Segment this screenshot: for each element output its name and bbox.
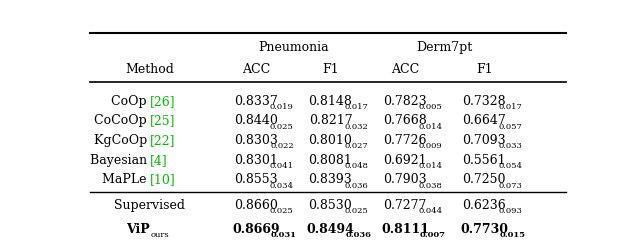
- Text: 0.8010: 0.8010: [308, 134, 353, 147]
- Text: 0.031: 0.031: [271, 231, 297, 239]
- Text: 0.014: 0.014: [419, 123, 443, 131]
- Text: 0.7093: 0.7093: [463, 134, 506, 147]
- Text: [25]: [25]: [150, 114, 175, 127]
- Text: 0.7668: 0.7668: [383, 114, 427, 127]
- Text: 0.057: 0.057: [498, 123, 522, 131]
- Text: Method: Method: [125, 63, 174, 76]
- Text: 0.038: 0.038: [419, 182, 443, 190]
- Text: 0.025: 0.025: [344, 207, 368, 215]
- Text: 0.025: 0.025: [270, 207, 294, 215]
- Text: 0.044: 0.044: [419, 207, 443, 215]
- Text: 0.034: 0.034: [270, 182, 294, 190]
- Text: 0.7726: 0.7726: [383, 134, 427, 147]
- Text: 0.007: 0.007: [420, 231, 446, 239]
- Text: ours: ours: [151, 231, 170, 239]
- Text: 0.8148: 0.8148: [308, 95, 353, 108]
- Text: 0.8530: 0.8530: [308, 199, 353, 212]
- Text: 0.017: 0.017: [498, 103, 522, 111]
- Text: 0.054: 0.054: [498, 162, 522, 170]
- Text: CoOp: CoOp: [111, 95, 150, 108]
- Text: 0.6647: 0.6647: [462, 114, 506, 127]
- Text: Derm7pt: Derm7pt: [417, 41, 473, 54]
- Text: 0.017: 0.017: [344, 103, 368, 111]
- Text: 0.8217: 0.8217: [308, 114, 352, 127]
- Text: Bayesian: Bayesian: [90, 154, 150, 167]
- Text: 0.8111: 0.8111: [381, 223, 429, 236]
- Text: [4]: [4]: [150, 154, 167, 167]
- Text: 0.036: 0.036: [346, 231, 371, 239]
- Text: 0.022: 0.022: [270, 142, 294, 150]
- Text: ACC: ACC: [242, 63, 270, 76]
- Text: 0.7823: 0.7823: [383, 95, 427, 108]
- Text: 0.8393: 0.8393: [308, 173, 353, 186]
- Text: 0.025: 0.025: [270, 123, 294, 131]
- Text: 0.005: 0.005: [419, 103, 442, 111]
- Text: ACC: ACC: [391, 63, 419, 76]
- Text: 0.8660: 0.8660: [234, 199, 278, 212]
- Text: 0.8337: 0.8337: [234, 95, 278, 108]
- Text: 0.032: 0.032: [344, 123, 368, 131]
- Text: Pneumonia: Pneumonia: [258, 41, 328, 54]
- Text: ViP: ViP: [125, 223, 150, 236]
- Text: 0.6921: 0.6921: [383, 154, 427, 167]
- Text: 0.7730: 0.7730: [460, 223, 508, 236]
- Text: 0.093: 0.093: [498, 207, 522, 215]
- Text: 0.8553: 0.8553: [234, 173, 278, 186]
- Text: KgCoOp: KgCoOp: [93, 134, 150, 147]
- Text: 0.8301: 0.8301: [234, 154, 278, 167]
- Text: 0.033: 0.033: [498, 142, 522, 150]
- Text: 0.5561: 0.5561: [463, 154, 506, 167]
- Text: 0.048: 0.048: [344, 162, 368, 170]
- Text: 0.8081: 0.8081: [308, 154, 353, 167]
- Text: 0.8669: 0.8669: [232, 223, 280, 236]
- Text: MaPLe: MaPLe: [102, 173, 150, 186]
- Text: [10]: [10]: [150, 173, 175, 186]
- Text: 0.7903: 0.7903: [383, 173, 427, 186]
- Text: CoCoOp: CoCoOp: [94, 114, 150, 127]
- Text: F1: F1: [322, 63, 339, 76]
- Text: 0.009: 0.009: [419, 142, 442, 150]
- Text: 0.041: 0.041: [270, 162, 294, 170]
- Text: 0.8303: 0.8303: [234, 134, 278, 147]
- Text: 0.036: 0.036: [344, 182, 368, 190]
- Text: 0.7328: 0.7328: [463, 95, 506, 108]
- Text: Supervised: Supervised: [114, 199, 185, 212]
- Text: 0.015: 0.015: [499, 231, 525, 239]
- Text: 0.027: 0.027: [344, 142, 368, 150]
- Text: [26]: [26]: [150, 95, 175, 108]
- Text: 0.6236: 0.6236: [462, 199, 506, 212]
- Text: 0.014: 0.014: [419, 162, 443, 170]
- Text: 0.8494: 0.8494: [307, 223, 355, 236]
- Text: [22]: [22]: [150, 134, 175, 147]
- Text: F1: F1: [476, 63, 493, 76]
- Text: 0.073: 0.073: [498, 182, 522, 190]
- Text: 0.019: 0.019: [270, 103, 294, 111]
- Text: 0.8440: 0.8440: [234, 114, 278, 127]
- Text: 0.7250: 0.7250: [463, 173, 506, 186]
- Text: 0.7277: 0.7277: [383, 199, 427, 212]
